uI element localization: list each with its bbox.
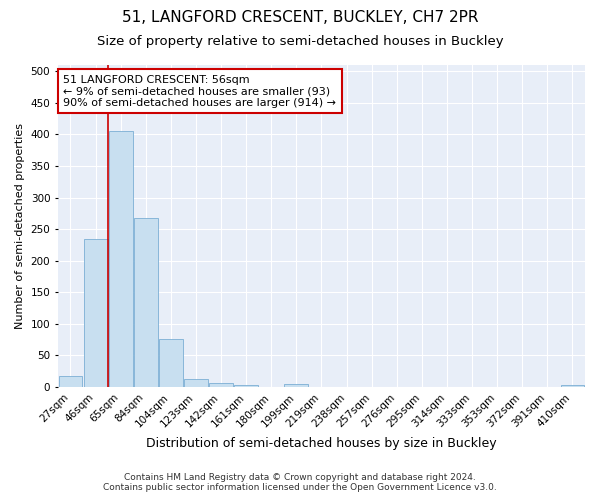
Bar (560, 385, 584, 387)
Bar (159, 339, 183, 387)
Bar (109, 132, 133, 387)
X-axis label: Distribution of semi-detached houses by size in Buckley: Distribution of semi-detached houses by … (146, 437, 497, 450)
Text: Size of property relative to semi-detached houses in Buckley: Size of property relative to semi-detach… (97, 35, 503, 48)
Text: Contains HM Land Registry data © Crown copyright and database right 2024.
Contai: Contains HM Land Registry data © Crown c… (103, 473, 497, 492)
Bar (134, 218, 158, 387)
Y-axis label: Number of semi-detached properties: Number of semi-detached properties (15, 123, 25, 329)
Text: 51 LANGFORD CRESCENT: 56sqm
← 9% of semi-detached houses are smaller (93)
90% of: 51 LANGFORD CRESCENT: 56sqm ← 9% of semi… (63, 74, 336, 108)
Bar (234, 385, 258, 387)
Bar (209, 382, 233, 387)
Text: 51, LANGFORD CRESCENT, BUCKLEY, CH7 2PR: 51, LANGFORD CRESCENT, BUCKLEY, CH7 2PR (122, 10, 478, 25)
Bar (59, 376, 82, 387)
Bar (184, 380, 208, 387)
Bar (284, 384, 308, 387)
Bar (83, 238, 107, 387)
